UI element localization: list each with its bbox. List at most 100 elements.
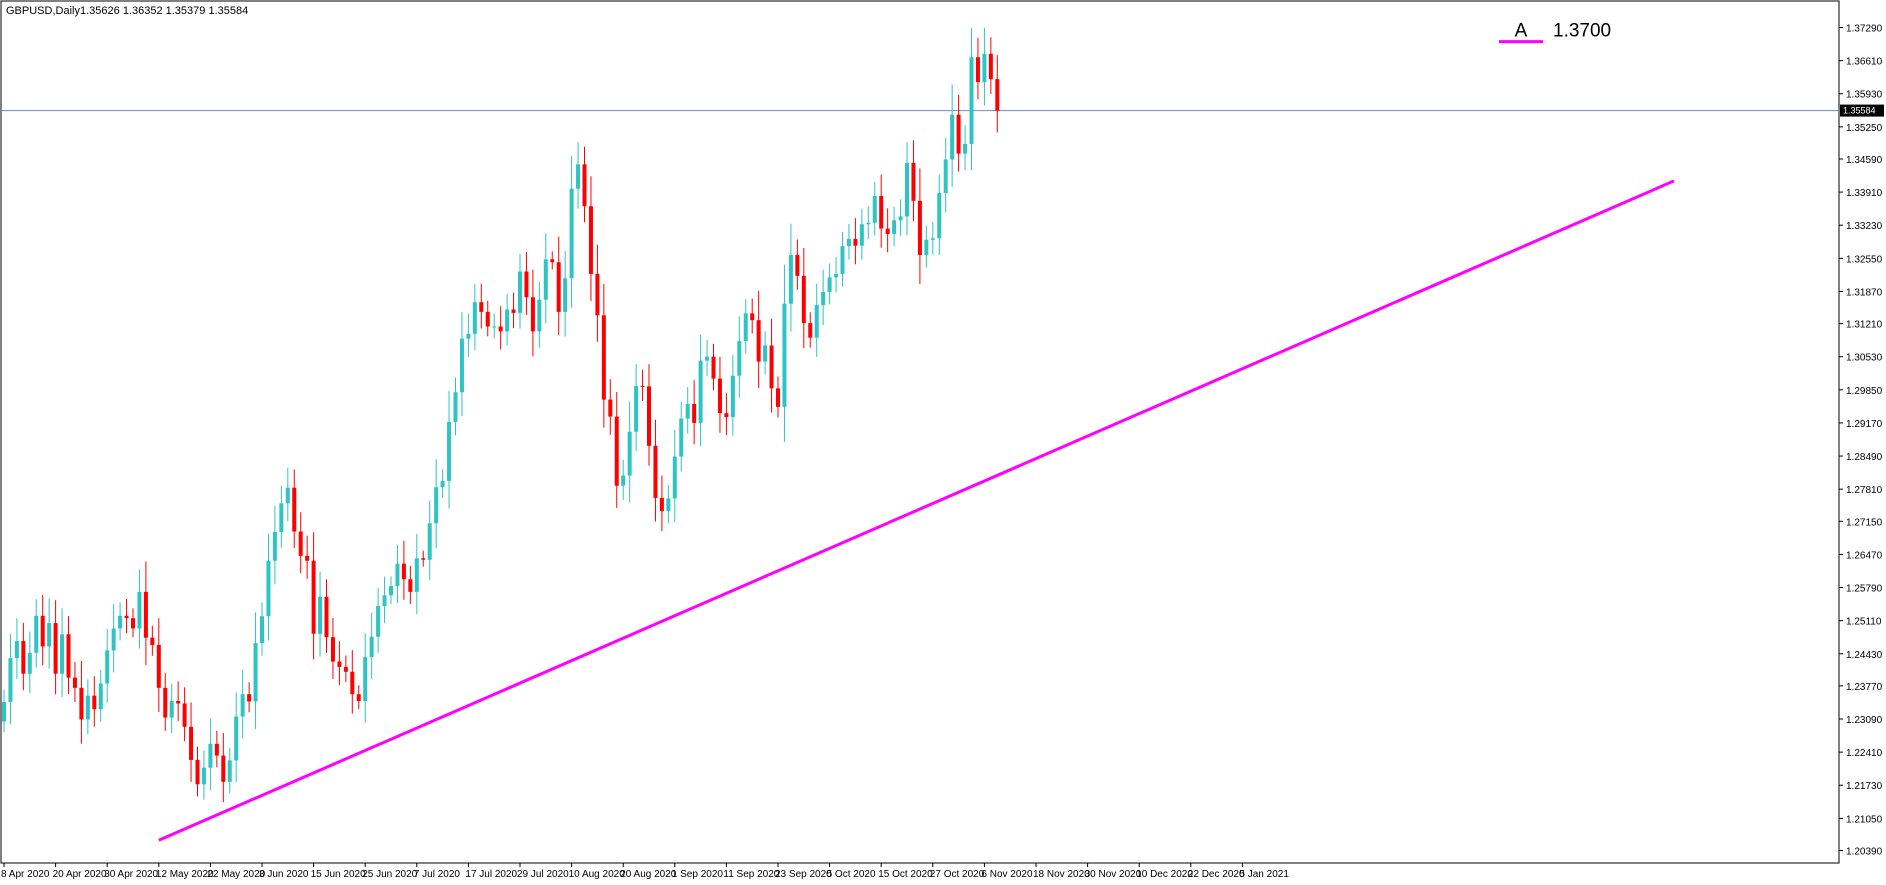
- candle[interactable]: [679, 401, 684, 472]
- candle[interactable]: [292, 469, 297, 548]
- candle[interactable]: [189, 702, 194, 782]
- candle[interactable]: [911, 140, 916, 222]
- candle[interactable]: [659, 475, 664, 532]
- candle[interactable]: [343, 655, 348, 683]
- candle[interactable]: [743, 299, 748, 354]
- candle[interactable]: [227, 747, 232, 794]
- candle[interactable]: [66, 616, 71, 694]
- candle[interactable]: [298, 512, 303, 574]
- candle[interactable]: [518, 253, 522, 329]
- candle[interactable]: [866, 206, 871, 240]
- candle[interactable]: [72, 661, 77, 702]
- candle[interactable]: [756, 290, 761, 388]
- candle[interactable]: [892, 206, 897, 247]
- candle[interactable]: [975, 37, 980, 100]
- candle[interactable]: [724, 393, 729, 436]
- candle[interactable]: [447, 391, 452, 509]
- candle[interactable]: [434, 459, 439, 549]
- candle[interactable]: [956, 94, 961, 172]
- candle[interactable]: [537, 281, 542, 348]
- candle[interactable]: [14, 617, 19, 680]
- candle[interactable]: [737, 316, 742, 398]
- candle[interactable]: [969, 28, 974, 170]
- candle[interactable]: [85, 679, 90, 735]
- candle[interactable]: [260, 602, 264, 656]
- candle[interactable]: [614, 392, 619, 508]
- candle[interactable]: [795, 239, 800, 290]
- candle[interactable]: [511, 292, 516, 329]
- candle[interactable]: [150, 625, 155, 656]
- candle[interactable]: [285, 467, 290, 522]
- candle[interactable]: [692, 380, 697, 445]
- candle[interactable]: [543, 233, 548, 324]
- candle[interactable]: [505, 293, 510, 346]
- candle[interactable]: [963, 125, 968, 171]
- candle[interactable]: [137, 569, 142, 649]
- candle[interactable]: [389, 576, 393, 604]
- candle[interactable]: [318, 571, 323, 657]
- candle[interactable]: [118, 602, 123, 641]
- candle[interactable]: [550, 251, 555, 270]
- candle[interactable]: [92, 676, 97, 727]
- candle[interactable]: [530, 269, 535, 357]
- candle[interactable]: [711, 343, 716, 391]
- candle[interactable]: [369, 612, 374, 679]
- candle[interactable]: [98, 669, 103, 722]
- candle[interactable]: [814, 283, 819, 357]
- candle[interactable]: [337, 641, 342, 686]
- candle[interactable]: [563, 250, 568, 337]
- candle[interactable]: [240, 669, 245, 739]
- candle[interactable]: [156, 618, 161, 712]
- candle[interactable]: [163, 673, 168, 731]
- candle[interactable]: [924, 225, 929, 268]
- candle[interactable]: [840, 231, 845, 287]
- candle[interactable]: [776, 376, 780, 418]
- candle[interactable]: [208, 718, 213, 791]
- candle[interactable]: [479, 283, 484, 329]
- candle[interactable]: [627, 401, 632, 503]
- candle[interactable]: [846, 223, 851, 260]
- candle[interactable]: [595, 244, 600, 342]
- candle[interactable]: [279, 485, 284, 548]
- candle[interactable]: [395, 544, 400, 603]
- candle[interactable]: [750, 298, 755, 334]
- candle[interactable]: [53, 600, 58, 695]
- candle[interactable]: [311, 532, 316, 660]
- candle[interactable]: [60, 608, 65, 698]
- candle[interactable]: [8, 634, 13, 724]
- candle[interactable]: [943, 137, 948, 213]
- candle[interactable]: [685, 387, 690, 434]
- candle[interactable]: [988, 37, 993, 95]
- candle[interactable]: [330, 617, 335, 679]
- candle[interactable]: [401, 540, 406, 600]
- candle[interactable]: [569, 156, 574, 308]
- candle[interactable]: [801, 247, 806, 349]
- candle[interactable]: [601, 284, 606, 428]
- candle[interactable]: [414, 533, 419, 614]
- candle[interactable]: [498, 306, 503, 350]
- candle[interactable]: [782, 264, 787, 442]
- candle[interactable]: [363, 633, 368, 723]
- candle[interactable]: [647, 364, 651, 466]
- candle[interactable]: [34, 599, 39, 668]
- candle[interactable]: [105, 628, 110, 703]
- candle[interactable]: [253, 612, 258, 730]
- candle[interactable]: [124, 599, 129, 634]
- candle[interactable]: [247, 682, 252, 713]
- candle[interactable]: [221, 732, 226, 803]
- candle[interactable]: [27, 631, 32, 693]
- candle[interactable]: [834, 256, 839, 293]
- candle[interactable]: [492, 313, 497, 339]
- candle[interactable]: [885, 208, 890, 253]
- candle[interactable]: [195, 746, 200, 797]
- candle[interactable]: [453, 377, 458, 436]
- candle[interactable]: [466, 313, 471, 357]
- candle[interactable]: [266, 533, 271, 641]
- candle[interactable]: [459, 312, 464, 417]
- candle[interactable]: [79, 660, 84, 744]
- candle[interactable]: [234, 692, 239, 783]
- candle[interactable]: [131, 608, 135, 638]
- candle[interactable]: [917, 168, 922, 285]
- candle[interactable]: [788, 223, 793, 332]
- candle[interactable]: [950, 84, 955, 187]
